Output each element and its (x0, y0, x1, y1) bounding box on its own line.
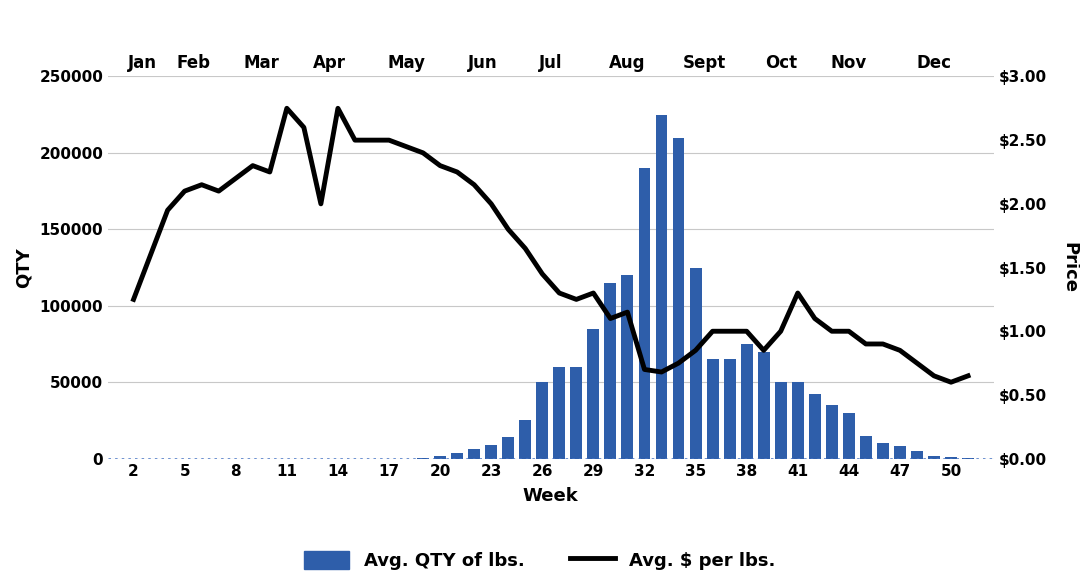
Bar (502, 437, 514, 459)
Bar (451, 453, 463, 459)
Bar (945, 457, 957, 459)
Y-axis label: QTY: QTY (14, 247, 32, 288)
Bar (758, 352, 770, 459)
Bar (656, 115, 667, 459)
Bar (469, 449, 481, 459)
Bar (519, 420, 531, 459)
Bar (741, 344, 753, 459)
X-axis label: Week: Week (523, 487, 579, 505)
Bar (774, 382, 786, 459)
Bar (928, 456, 940, 459)
Bar (962, 458, 974, 459)
Bar (724, 359, 735, 459)
Bar (485, 445, 497, 459)
Bar (894, 446, 906, 459)
Bar (842, 413, 854, 459)
Bar (826, 405, 838, 459)
Bar (434, 456, 446, 459)
Bar (553, 367, 565, 459)
Bar (570, 367, 582, 459)
Bar (912, 451, 923, 459)
Bar (638, 168, 650, 459)
Bar (537, 382, 549, 459)
Bar (621, 275, 633, 459)
Bar (792, 382, 804, 459)
Bar (417, 458, 429, 459)
Bar (706, 359, 718, 459)
Y-axis label: Price: Price (1061, 242, 1079, 293)
Bar (860, 436, 872, 459)
Bar (809, 395, 821, 459)
Bar (690, 268, 702, 459)
Bar (877, 443, 889, 459)
Bar (673, 138, 685, 459)
Bar (588, 329, 599, 459)
Bar (605, 283, 617, 459)
Legend: Avg. QTY of lbs., Avg. $ per lbs.: Avg. QTY of lbs., Avg. $ per lbs. (295, 542, 785, 579)
